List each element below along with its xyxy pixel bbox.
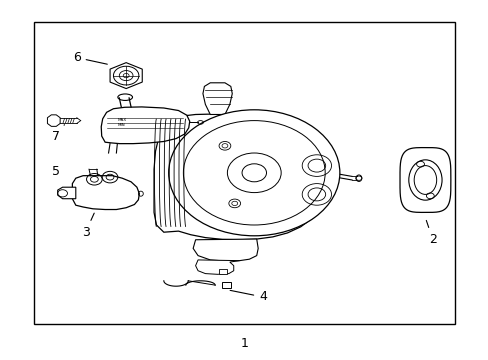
Polygon shape	[203, 83, 232, 114]
Text: 4: 4	[230, 291, 266, 303]
Bar	[222, 282, 231, 288]
Text: 3: 3	[81, 213, 94, 239]
Polygon shape	[58, 187, 76, 199]
Text: MAX: MAX	[117, 118, 126, 122]
Polygon shape	[310, 151, 322, 198]
Polygon shape	[195, 260, 239, 274]
Text: MIN: MIN	[117, 123, 125, 127]
Polygon shape	[72, 176, 139, 210]
Bar	[34, 22, 454, 324]
Polygon shape	[193, 239, 258, 261]
Text: 1: 1	[240, 337, 248, 350]
Polygon shape	[110, 63, 142, 89]
Polygon shape	[101, 107, 189, 144]
Text: 2: 2	[426, 220, 436, 246]
Polygon shape	[154, 114, 331, 240]
Polygon shape	[399, 148, 450, 212]
Circle shape	[168, 110, 339, 236]
Bar	[219, 269, 226, 274]
Text: 7: 7	[52, 125, 64, 143]
Text: 5: 5	[52, 165, 60, 177]
Text: 6: 6	[73, 51, 107, 64]
Polygon shape	[47, 115, 60, 126]
